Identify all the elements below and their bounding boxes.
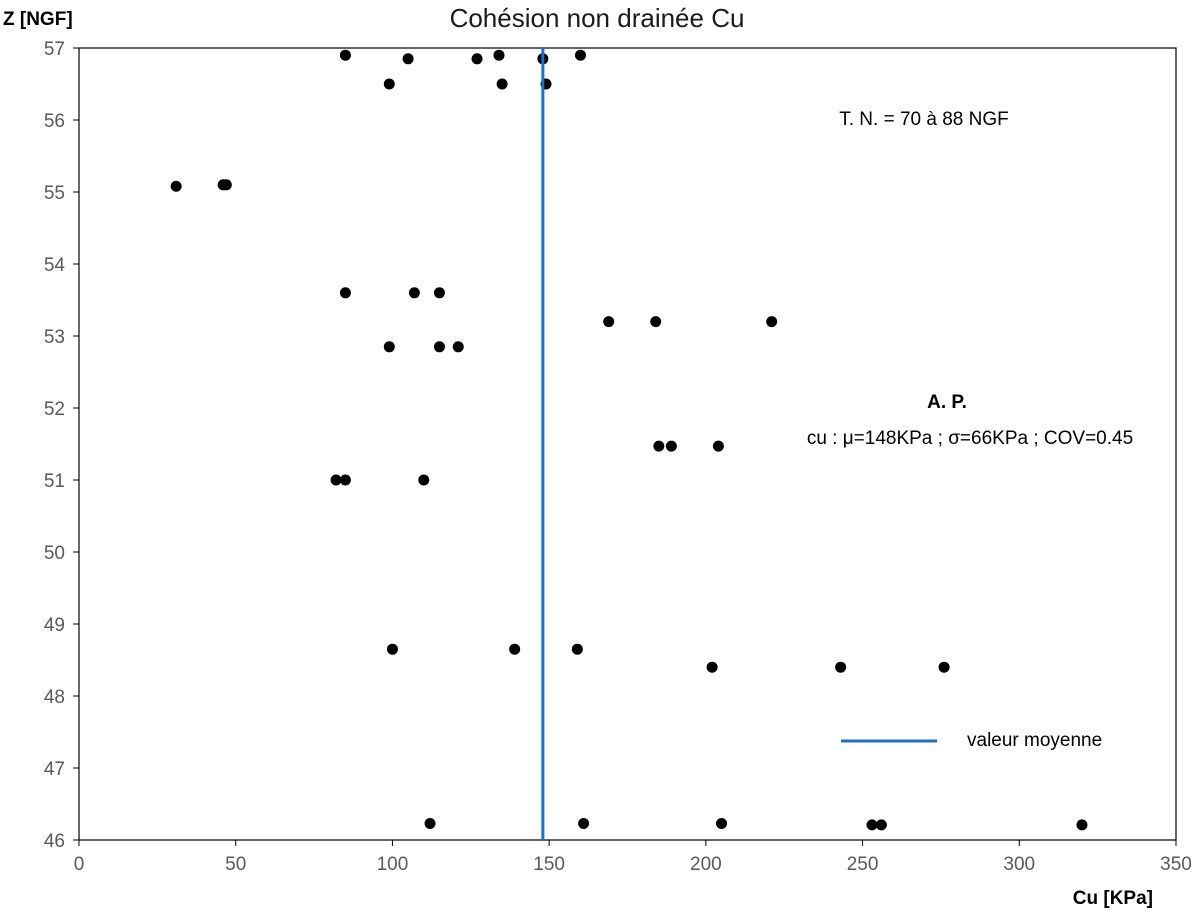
data-point <box>712 440 724 452</box>
y-tick-label: 49 <box>44 615 65 636</box>
data-point <box>665 440 677 452</box>
data-point <box>433 341 445 353</box>
x-tick-label: 300 <box>1003 854 1035 875</box>
data-point <box>330 474 342 486</box>
y-tick-label: 46 <box>44 831 65 852</box>
y-tick-label: 48 <box>44 687 65 708</box>
y-tick-label: 55 <box>44 183 65 204</box>
legend: valeur moyenne <box>841 730 1102 751</box>
annotation-ap-stats: cu : μ=148KPa ; σ=66KPa ; COV=0.45 <box>807 428 1133 449</box>
y-tick-label: 51 <box>44 471 65 492</box>
x-tick-label: 200 <box>690 854 722 875</box>
data-points <box>170 49 1088 831</box>
data-point <box>716 817 728 829</box>
data-point <box>170 180 182 192</box>
annotation-ap-title: A. P. <box>927 392 967 413</box>
x-tick-label: 50 <box>225 854 246 875</box>
legend-label: valeur moyenne <box>967 730 1102 751</box>
y-tick-label: 57 <box>44 39 65 60</box>
data-point <box>875 819 887 831</box>
data-point <box>452 341 464 353</box>
data-point <box>653 440 665 452</box>
y-tick-label: 54 <box>44 255 66 276</box>
data-point <box>433 287 445 299</box>
y-tick-label: 52 <box>44 399 65 420</box>
data-point <box>766 316 778 328</box>
data-point <box>571 643 583 655</box>
y-tick-label: 56 <box>44 111 65 132</box>
data-point <box>339 474 351 486</box>
x-tick-label: 250 <box>847 854 879 875</box>
data-point <box>496 78 508 90</box>
data-point <box>938 661 950 673</box>
data-point <box>603 316 615 328</box>
data-point <box>418 474 430 486</box>
x-axis-label: Cu [KPa] <box>1073 888 1153 909</box>
data-point <box>386 643 398 655</box>
data-point <box>402 53 414 65</box>
y-axis-label: Z [NGF] <box>3 9 73 30</box>
chart-title: Cohésion non drainée Cu <box>450 3 745 33</box>
x-tick-label: 350 <box>1160 854 1192 875</box>
data-point <box>424 817 436 829</box>
data-point <box>574 49 586 61</box>
data-point <box>408 287 420 299</box>
x-tick-label: 100 <box>377 854 409 875</box>
y-axis-ticks: 46 47 48 49 50 51 52 53 54 55 56 57 <box>44 39 79 852</box>
data-point <box>835 661 847 673</box>
plot-area <box>78 47 1177 841</box>
data-point <box>650 316 662 328</box>
y-tick-label: 53 <box>44 327 65 348</box>
data-point <box>509 643 521 655</box>
x-axis-ticks: 0 50 100 150 200 250 300 350 <box>74 840 1192 875</box>
x-tick-label: 150 <box>533 854 565 875</box>
data-point <box>383 78 395 90</box>
data-point <box>706 661 718 673</box>
data-point <box>471 53 483 65</box>
data-point <box>493 49 505 61</box>
data-point <box>383 341 395 353</box>
data-point <box>339 287 351 299</box>
annotation-tn: T. N. = 70 à 88 NGF <box>839 109 1009 130</box>
y-tick-label: 47 <box>44 759 65 780</box>
y-tick-label: 50 <box>44 543 65 564</box>
data-point <box>1076 819 1088 831</box>
x-tick-label: 0 <box>74 854 85 875</box>
data-point <box>220 179 232 191</box>
data-point <box>578 817 590 829</box>
data-point <box>339 49 351 61</box>
data-point <box>866 819 878 831</box>
